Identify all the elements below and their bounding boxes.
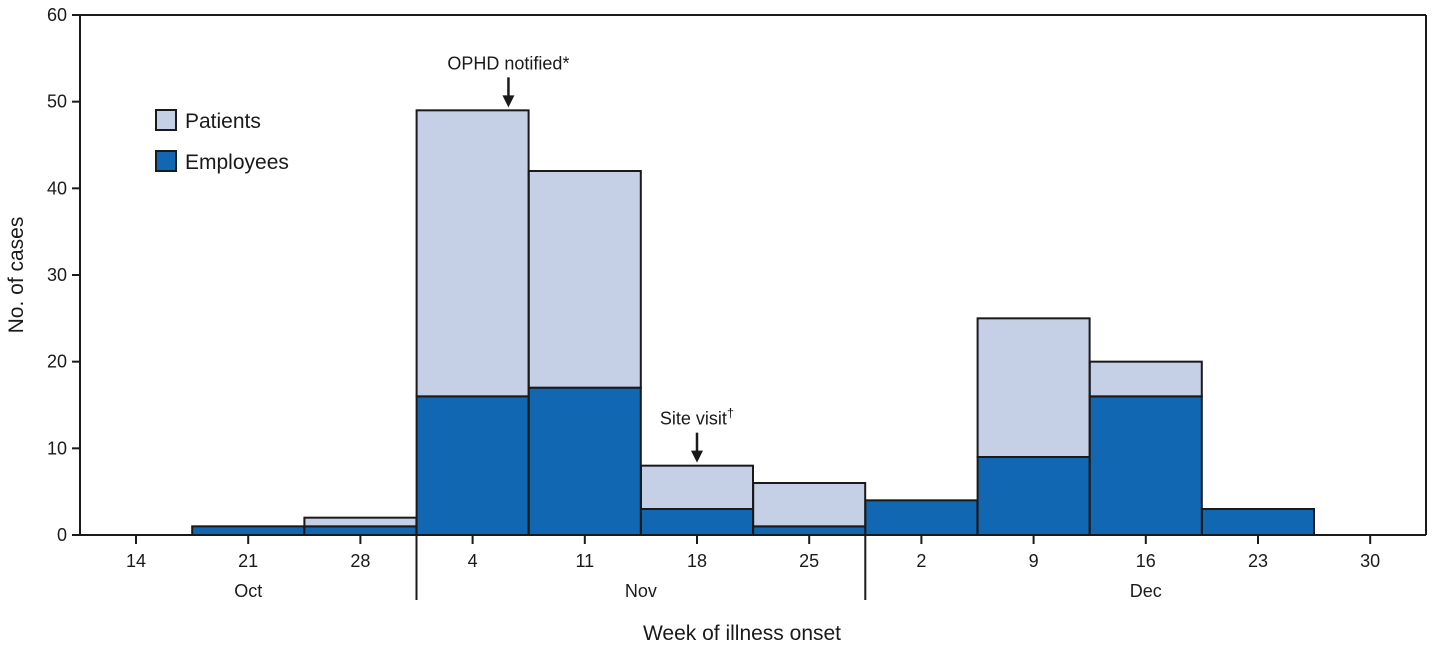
y-tick-label-30: 30: [47, 265, 67, 285]
bar-employees-28: [303, 525, 418, 536]
y-axis-label: No. of cases: [5, 217, 28, 334]
bar-employees-11: [527, 386, 642, 536]
bar-employees-21: [191, 525, 306, 536]
x-tick-label-25: 25: [799, 551, 819, 571]
x-axis-label: Week of illness onset: [643, 622, 841, 645]
x-tick-label-23: 23: [1248, 551, 1268, 571]
x-tick-label-9: 9: [1029, 551, 1039, 571]
x-tick-label-30: 30: [1360, 551, 1380, 571]
legend: Patients Employees: [155, 109, 289, 174]
bar-employees-2: [864, 499, 979, 537]
bar-patients-28: [303, 516, 418, 528]
x-tick-label-11: 11: [575, 551, 594, 571]
bar-patients-9: [976, 317, 1091, 459]
bar-employees-25: [752, 525, 867, 536]
bar-employees-18: [640, 508, 754, 536]
month-label-dec: Dec: [1130, 581, 1162, 601]
y-tick-label-10: 10: [47, 438, 67, 458]
bar-patients-11: [527, 170, 642, 389]
axes-layer: 0 10 20 30 40 50 60 14 21 28 4 11 18 25 2 9 16 23 30 Oct Nov…: [47, 5, 1427, 601]
bar-patients-25: [752, 482, 867, 528]
month-label-oct: Oct: [234, 581, 262, 601]
x-tick-label-2: 2: [916, 551, 926, 571]
legend-label-employees: Employees: [185, 151, 289, 174]
annotations-layer: OPHD notified* Site visit†: [447, 53, 734, 463]
bar-patients-16: [1088, 360, 1203, 398]
x-tick-label-28: 28: [350, 551, 370, 571]
bar-employees-16: [1088, 395, 1203, 537]
legend-swatch-employees: [155, 150, 177, 172]
annotation-arrow-head-ophd-notified: [502, 95, 515, 108]
y-tick-label-20: 20: [47, 352, 67, 372]
legend-label-patients: Patients: [185, 110, 261, 133]
y-tick-label-40: 40: [47, 178, 67, 198]
y-tick-label-60: 60: [47, 5, 67, 25]
bar-employees-4: [415, 395, 530, 537]
x-tick-label-21: 21: [238, 551, 258, 571]
annotation-ophd-notified: OPHD notified*: [447, 53, 569, 73]
bars-layer: [191, 109, 1315, 537]
legend-swatch-patients: [155, 109, 177, 131]
annotation-site-visit: Site visit†: [660, 406, 734, 429]
bar-employees-9: [976, 456, 1091, 536]
bar-patients-18: [640, 464, 754, 510]
x-tick-label-14: 14: [126, 551, 146, 571]
y-tick-label-50: 50: [47, 92, 67, 112]
x-tick-label-16: 16: [1136, 551, 1156, 571]
x-tick-label-18: 18: [687, 551, 707, 571]
month-label-nov: Nov: [625, 581, 657, 601]
annotation-arrow-head-site-visit: [691, 450, 703, 463]
bar-employees-23: [1201, 508, 1315, 536]
x-tick-label-4: 4: [468, 551, 478, 571]
bar-patients-4: [415, 109, 530, 398]
y-tick-label-0: 0: [57, 525, 67, 545]
